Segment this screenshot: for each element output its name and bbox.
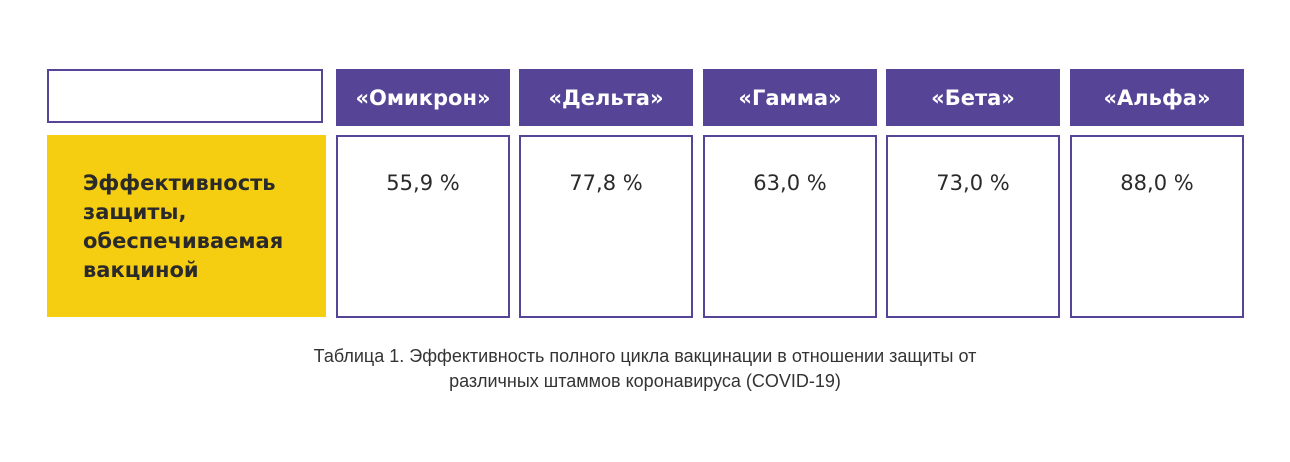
caption-line-2: различных штаммов коронавируса (COVID-19… — [449, 371, 841, 391]
column-header-gamma: «Гамма» — [703, 69, 877, 126]
table-corner-cell — [47, 69, 323, 123]
caption-line-1: Таблица 1. Эффективность полного цикла в… — [313, 346, 977, 366]
row-header: Эффективность защиты, обеспечиваемая вак… — [47, 135, 326, 317]
value-cell-beta: 73,0 % — [886, 135, 1060, 318]
value-cell-gamma: 63,0 % — [703, 135, 877, 318]
table-caption: Таблица 1. Эффективность полного цикла в… — [0, 344, 1290, 394]
row-header-label: Эффективность защиты, обеспечиваемая вак… — [83, 171, 284, 282]
column-header-beta: «Бета» — [886, 69, 1060, 126]
column-header-delta: «Дельта» — [519, 69, 693, 126]
value-cell-omicron: 55,9 % — [336, 135, 510, 318]
value-cell-delta: 77,8 % — [519, 135, 693, 318]
column-header-omicron: «Омикрон» — [336, 69, 510, 126]
column-header-alpha: «Альфа» — [1070, 69, 1244, 126]
value-cell-alpha: 88,0 % — [1070, 135, 1244, 318]
